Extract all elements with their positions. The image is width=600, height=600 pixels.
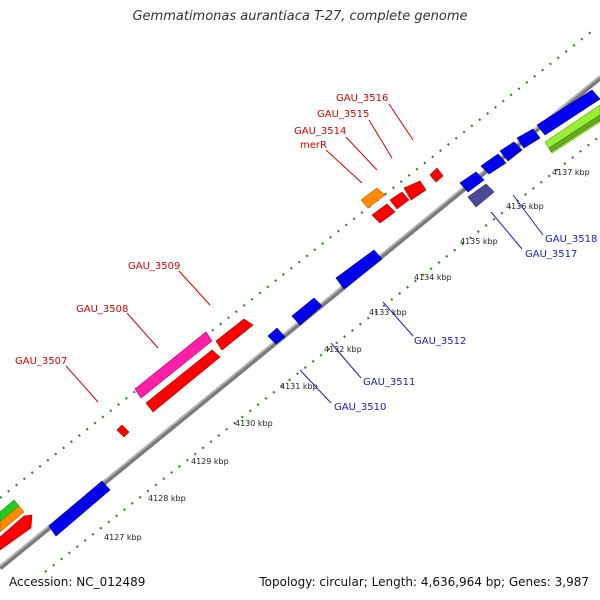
gene-gau-3518	[459, 171, 485, 193]
label-gau-3507: GAU_3507	[15, 356, 67, 367]
gene-red-mid	[215, 318, 254, 351]
leader-gau-3516	[388, 103, 414, 141]
label-gau-3512: GAU_3512	[414, 336, 466, 347]
kbp-label-4128: 4128 kbp	[148, 494, 186, 503]
gene-red-small	[429, 167, 444, 183]
kbp-label-4132: 4132 kbp	[324, 345, 362, 354]
gene-merr	[360, 187, 386, 209]
gene-gau-3508	[134, 331, 213, 399]
genome-summary-label: Topology: circular; Length: 4,636,964 bp…	[259, 575, 589, 589]
kbp-label-4133: 4133 kbp	[369, 308, 407, 317]
kbp-label-4135: 4135 kbp	[460, 237, 498, 246]
kbp-label-4137: 4137 kbp	[552, 168, 590, 177]
label-merr: merR	[300, 140, 327, 151]
gene-gau-3511	[291, 297, 323, 326]
gene-blue-4136c	[516, 128, 541, 149]
leader-gau-3511	[330, 342, 362, 379]
kbp-label-4136: 4136 kbp	[506, 202, 544, 211]
forward-tick-track	[0, 27, 597, 499]
gene-blue-4136a	[480, 153, 507, 175]
label-gau-3511: GAU_3511	[363, 377, 415, 388]
label-gau-3515: GAU_3515	[317, 109, 369, 120]
leader-gau-3510	[299, 369, 332, 404]
leader-gau-3507	[65, 365, 99, 403]
kbp-label-4129: 4129 kbp	[191, 457, 229, 466]
kbp-label-4127: 4127 kbp	[104, 533, 142, 542]
leader-gau-3518	[512, 194, 544, 236]
label-gau-3516: GAU_3516	[336, 93, 388, 104]
gene-blue-4137	[536, 89, 600, 136]
leader-gau-3512	[382, 301, 414, 337]
gene-gau-3507	[116, 424, 130, 438]
gene-gau-3512	[335, 249, 383, 290]
label-gau-3517: GAU_3517	[525, 249, 577, 260]
accession-label: Accession: NC_012489	[9, 575, 146, 589]
leader-gau-3514	[345, 136, 378, 171]
leader-gau-3508	[126, 312, 159, 349]
kbp-label-4131: 4131 kbp	[280, 382, 318, 391]
genome-title: Gemmatimonas aurantiaca T-27, complete g…	[132, 9, 468, 24]
gene-gau-3515	[389, 191, 410, 210]
gene-gau-3509	[145, 349, 221, 413]
kbp-label-4130: 4130 kbp	[235, 419, 273, 428]
kbp-label-4134: 4134 kbp	[414, 273, 452, 282]
gene-blue-4127	[48, 480, 111, 537]
leader-gau-3509	[178, 270, 211, 306]
gene-gau-3517	[467, 183, 495, 208]
leader-gau-3515	[368, 119, 393, 159]
label-gau-3510: GAU_3510	[334, 402, 386, 413]
gene-gau-3510	[267, 327, 286, 345]
label-gau-3514: GAU_3514	[294, 126, 346, 137]
gene-gau-3514	[371, 203, 396, 224]
leader-gau-3517	[490, 211, 523, 250]
gene-gau-3516	[403, 180, 427, 201]
gene-left-red	[0, 514, 33, 551]
label-gau-3508: GAU_3508	[76, 304, 128, 315]
gene-blue-4136b	[499, 141, 523, 162]
leader-merr	[325, 149, 363, 184]
gene-olive-4137	[548, 114, 600, 153]
gene-left-orange	[0, 505, 25, 533]
label-gau-3518: GAU_3518	[545, 234, 597, 245]
label-gau-3509: GAU_3509	[128, 261, 180, 272]
